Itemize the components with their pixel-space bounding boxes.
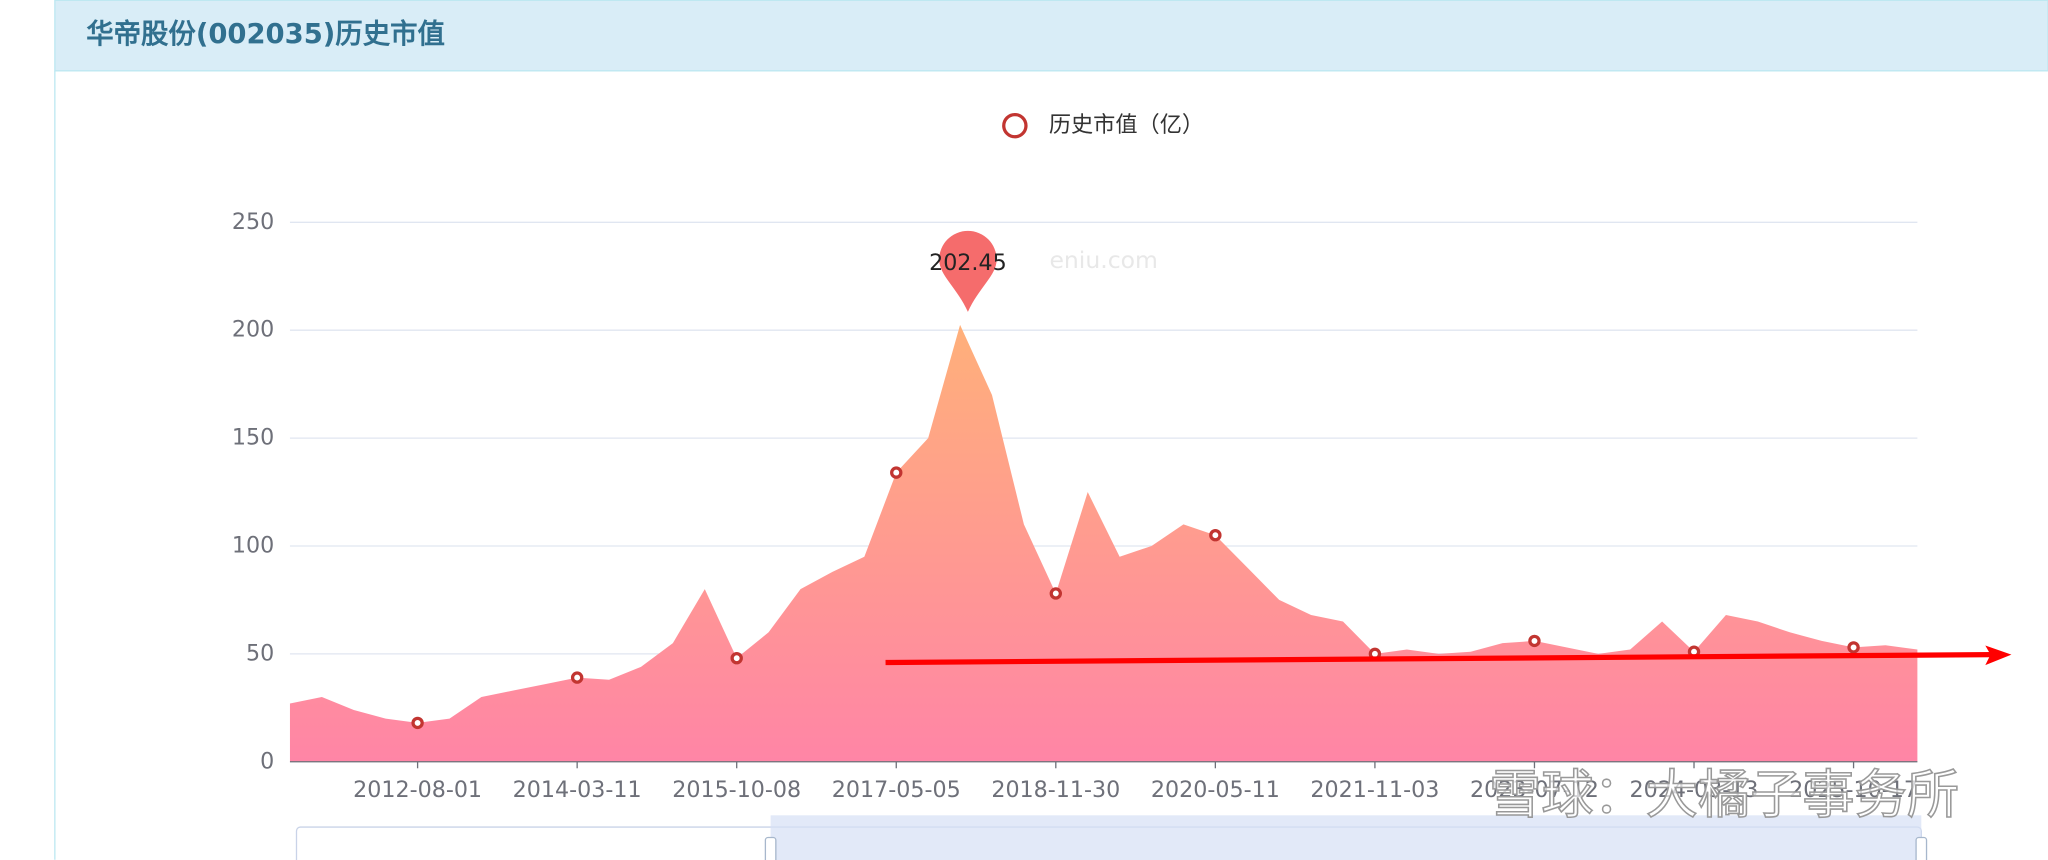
x-tick-label: 2012-08-01 bbox=[353, 777, 482, 803]
y-tick-label: 100 bbox=[232, 532, 274, 558]
panel-header bbox=[54, 0, 2048, 72]
y-tick-label: 50 bbox=[246, 640, 274, 666]
data-point bbox=[730, 651, 743, 665]
arrow-head bbox=[1985, 645, 2012, 666]
data-point bbox=[1049, 587, 1063, 600]
panel-title: 华帝股份(002035)历史市值 bbox=[86, 18, 445, 50]
y-tick-label: 250 bbox=[232, 209, 274, 235]
data-point bbox=[411, 716, 424, 730]
y-tick-label: 200 bbox=[232, 317, 274, 343]
zoom-handle[interactable] bbox=[764, 836, 777, 860]
x-tick-label: 2017-05-05 bbox=[832, 777, 961, 803]
x-tick-label: 2025-10-17 bbox=[1789, 777, 1918, 803]
x-tick-label: 2021-11-03 bbox=[1310, 777, 1439, 803]
data-point bbox=[1209, 528, 1222, 542]
y-tick-label: 0 bbox=[260, 748, 274, 774]
area bbox=[289, 324, 1918, 762]
data-point bbox=[890, 466, 903, 479]
data-point bbox=[570, 671, 584, 684]
max-pin bbox=[939, 230, 997, 312]
x-tick-label: 2018-11-30 bbox=[991, 777, 1120, 803]
x-tick-label: 2024-03-13 bbox=[1630, 777, 1759, 803]
x-tick-label: 2015-10-08 bbox=[672, 777, 801, 803]
legend-label: 历史市值（亿） bbox=[1049, 112, 1204, 138]
x-tick-label: 2014-03-11 bbox=[513, 777, 642, 803]
max-label: 202.45 bbox=[929, 250, 1007, 276]
zoom-window[interactable] bbox=[770, 815, 1922, 860]
legend-marker bbox=[1002, 112, 1028, 139]
watermark: 雪球：大橘子事务所 bbox=[1489, 765, 1959, 825]
zoom-handle[interactable] bbox=[1915, 836, 1928, 860]
annotation-arrow bbox=[885, 652, 1992, 666]
watermark: eniu.com bbox=[1049, 246, 1157, 274]
data-point bbox=[1847, 641, 1860, 654]
data-point bbox=[1528, 634, 1541, 648]
y-tick-label: 150 bbox=[232, 425, 274, 451]
x-tick-label: 2023-07-12 bbox=[1470, 777, 1599, 803]
chart: 0 50 100 150 200 250 2012-08-01 2014-03-11 2015-… bbox=[232, 112, 1918, 803]
x-tick-label: 2020-05-11 bbox=[1151, 777, 1280, 803]
